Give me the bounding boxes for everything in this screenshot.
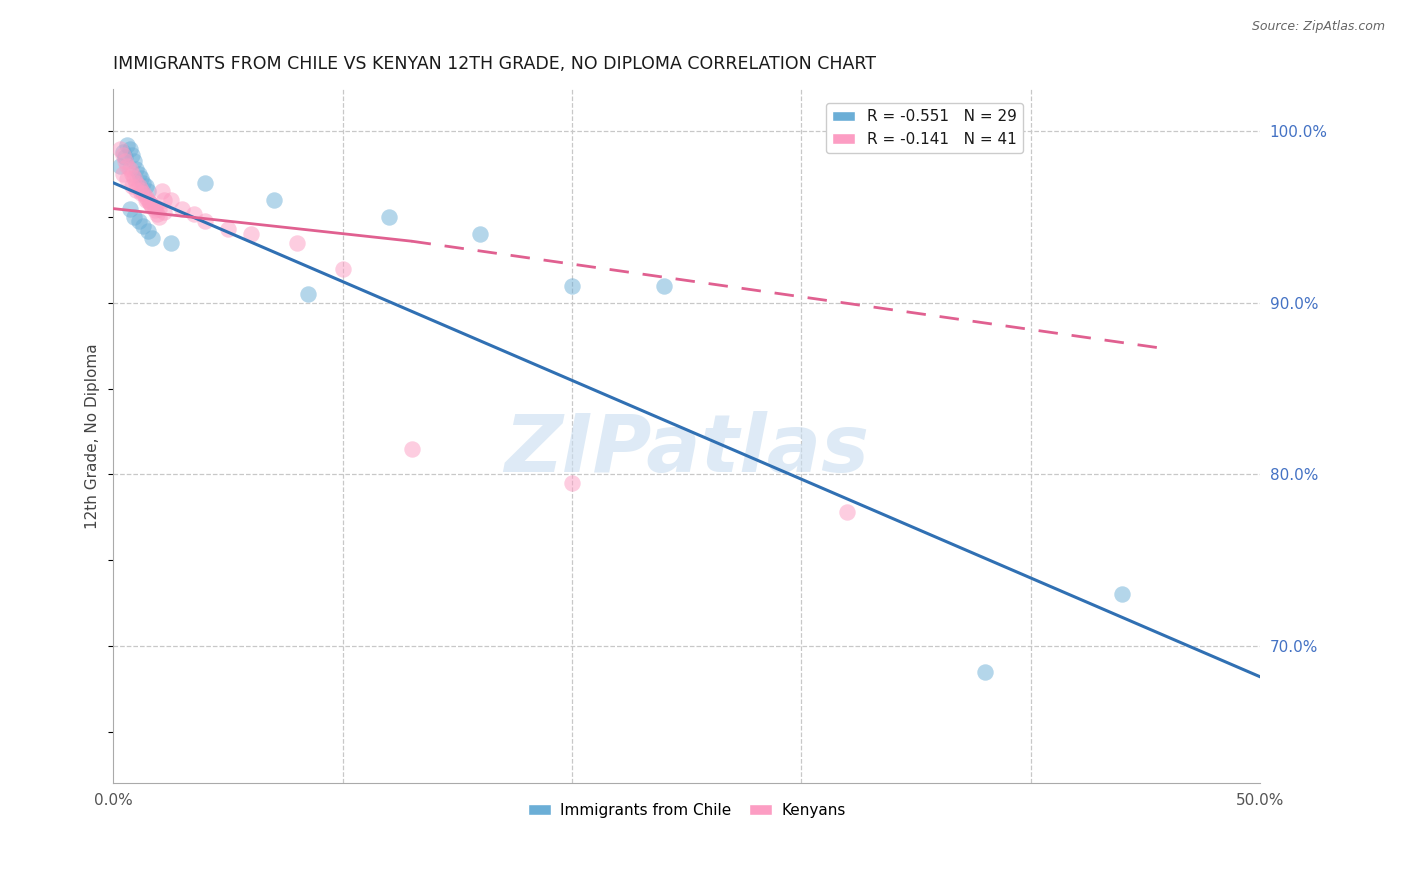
Point xyxy=(263,193,285,207)
Point xyxy=(122,210,145,224)
Point xyxy=(128,167,150,181)
Point xyxy=(470,227,492,242)
Point xyxy=(159,235,181,250)
Point xyxy=(117,172,139,186)
Point xyxy=(153,193,176,207)
Point xyxy=(1111,587,1133,601)
Point xyxy=(135,193,157,207)
Point xyxy=(143,200,166,214)
Point xyxy=(121,179,143,194)
Point xyxy=(128,179,150,194)
Point xyxy=(148,202,170,216)
Point xyxy=(332,261,354,276)
Point xyxy=(561,278,583,293)
Point xyxy=(141,200,163,214)
Point xyxy=(114,150,136,164)
Point xyxy=(117,138,139,153)
Point xyxy=(125,162,148,177)
Point xyxy=(111,145,134,159)
Point xyxy=(110,159,132,173)
Point xyxy=(377,210,399,224)
Point xyxy=(136,224,159,238)
Point xyxy=(401,442,423,456)
Point xyxy=(118,202,141,216)
Point xyxy=(129,183,152,197)
Text: Source: ZipAtlas.com: Source: ZipAtlas.com xyxy=(1251,20,1385,33)
Point xyxy=(240,227,263,242)
Point xyxy=(117,159,139,173)
Point xyxy=(150,185,173,199)
Point xyxy=(136,185,159,199)
Point xyxy=(141,231,163,245)
Point xyxy=(118,162,141,177)
Point xyxy=(125,183,148,197)
Point xyxy=(118,142,141,156)
Point xyxy=(122,153,145,168)
Point xyxy=(132,219,155,233)
Point xyxy=(285,235,308,250)
Point xyxy=(561,475,583,490)
Point xyxy=(217,222,239,236)
Point xyxy=(132,186,155,201)
Point xyxy=(125,176,148,190)
Point xyxy=(135,179,157,194)
Point xyxy=(183,207,205,221)
Point xyxy=(652,278,675,293)
Text: IMMIGRANTS FROM CHILE VS KENYAN 12TH GRADE, NO DIPLOMA CORRELATION CHART: IMMIGRANTS FROM CHILE VS KENYAN 12TH GRA… xyxy=(114,55,876,73)
Point xyxy=(172,202,194,216)
Point xyxy=(122,170,145,185)
Point xyxy=(111,167,134,181)
Point xyxy=(136,193,159,207)
Point xyxy=(973,665,995,679)
Y-axis label: 12th Grade, No Diploma: 12th Grade, No Diploma xyxy=(86,343,100,529)
Point xyxy=(111,148,134,162)
Point xyxy=(159,193,181,207)
Point xyxy=(135,189,157,203)
Point xyxy=(194,213,217,227)
Point xyxy=(297,287,319,301)
Point xyxy=(148,210,170,224)
Point xyxy=(837,505,859,519)
Point xyxy=(146,207,169,221)
Point xyxy=(121,167,143,181)
Point xyxy=(114,153,136,168)
Point xyxy=(194,176,217,190)
Point xyxy=(139,196,162,211)
Point xyxy=(143,203,166,218)
Point xyxy=(121,148,143,162)
Point xyxy=(110,142,132,156)
Point xyxy=(132,176,155,190)
Point xyxy=(153,205,176,219)
Point xyxy=(129,170,152,185)
Point xyxy=(129,186,152,201)
Point xyxy=(128,213,150,227)
Point xyxy=(139,196,162,211)
Text: ZIPatlas: ZIPatlas xyxy=(505,410,869,489)
Legend: Immigrants from Chile, Kenyans: Immigrants from Chile, Kenyans xyxy=(522,797,852,824)
